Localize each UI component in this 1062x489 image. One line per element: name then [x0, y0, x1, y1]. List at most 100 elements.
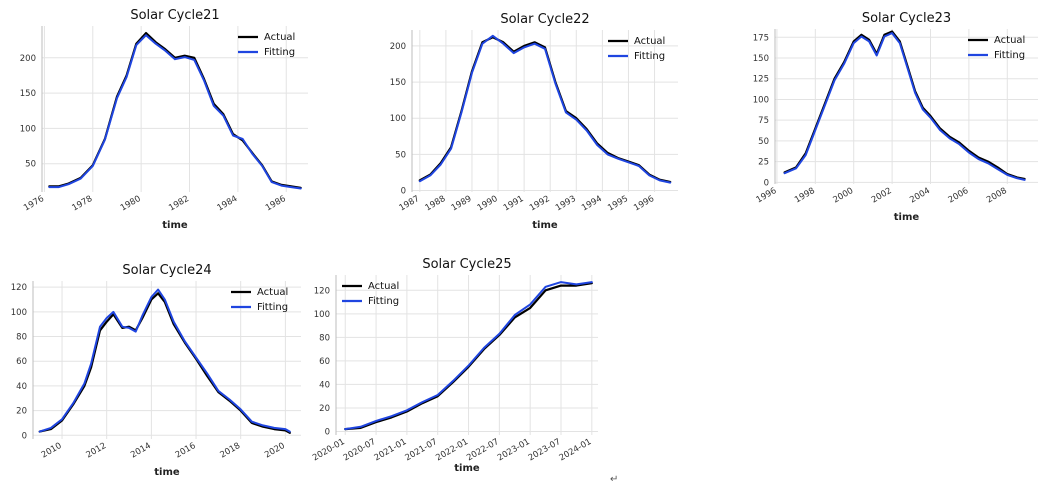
- y-tick-label: 100: [314, 310, 330, 320]
- y-tick-label: 0: [764, 178, 769, 188]
- x-tick-label: 1976: [22, 194, 46, 213]
- y-tick-label: 50: [25, 160, 36, 170]
- series-line-actual: [48, 31, 302, 189]
- x-tick-label: 2010: [40, 441, 64, 460]
- y-tick-label: 150: [20, 89, 36, 99]
- series-line-fitting: [418, 34, 672, 184]
- x-tick-label: 2014: [129, 441, 153, 460]
- legend-label-actual: Actual: [264, 32, 295, 43]
- x-axis-label: time: [162, 220, 188, 231]
- y-tick-label: 25: [758, 158, 769, 168]
- y-tick-label: 40: [319, 380, 330, 390]
- y-tick-label: 60: [16, 357, 27, 367]
- y-tick-label: 200: [390, 42, 406, 52]
- x-tick-label: 2023-01: [496, 437, 532, 463]
- chart-title: Solar Cycle24: [122, 263, 211, 278]
- chart-title: Solar Cycle21: [130, 8, 219, 23]
- x-axis-label: time: [894, 212, 920, 223]
- x-tick-label: 1989: [450, 194, 474, 213]
- y-tick-label: 100: [753, 95, 769, 105]
- x-tick-label: 2021-01: [373, 437, 409, 463]
- x-tick-label: 1996: [755, 186, 779, 205]
- y-tick-label: 200: [20, 54, 36, 64]
- y-tick-label: 100: [11, 308, 27, 318]
- legend-label-fitting: Fitting: [257, 302, 288, 313]
- x-tick-label: 2012: [84, 441, 108, 460]
- x-tick-label: 1998: [793, 186, 817, 205]
- legend-label-actual: Actual: [368, 281, 399, 292]
- x-tick-label: 2016: [174, 441, 198, 460]
- x-tick-label: 1987: [398, 194, 422, 213]
- x-tick-label: 1980: [119, 194, 143, 213]
- x-tick-label: 1978: [71, 194, 95, 213]
- x-tick-label: 2000: [831, 186, 855, 205]
- x-tick-label: 2020-07: [342, 437, 378, 463]
- series-line-actual: [38, 292, 291, 434]
- return-mark: ↵: [610, 474, 619, 485]
- y-tick-label: 75: [758, 116, 769, 126]
- legend-label-fitting: Fitting: [994, 50, 1025, 61]
- x-tick-label: 1993: [554, 194, 578, 213]
- legend-label-fitting: Fitting: [264, 47, 295, 58]
- y-tick-label: 60: [319, 357, 330, 367]
- x-tick-label: 2021-07: [403, 437, 439, 463]
- y-tick-label: 80: [319, 333, 330, 343]
- x-tick-label: 2022-07: [465, 437, 501, 463]
- chart-1: 50 100 150 200 1976 1978 1980 1982 1984 1986 Solar…: [20, 8, 308, 231]
- series-line-actual: [418, 36, 672, 183]
- y-tick-label: 125: [753, 75, 769, 85]
- x-tick-label: 2002: [870, 186, 894, 205]
- series-line-fitting: [48, 34, 302, 190]
- y-tick-label: 120: [314, 286, 330, 296]
- legend-label-actual: Actual: [994, 35, 1025, 46]
- x-tick-label: 2020: [263, 441, 287, 460]
- y-tick-label: 20: [16, 407, 27, 417]
- y-tick-label: 0: [401, 187, 406, 197]
- y-tick-label: 50: [395, 150, 406, 160]
- y-tick-label: 0: [22, 431, 27, 441]
- x-tick-label: 1994: [580, 194, 604, 213]
- legend-label-fitting: Fitting: [634, 51, 665, 62]
- x-tick-label: 2022-01: [434, 437, 470, 463]
- chart-4: 0 20 40 60 80 100 120 2010 2012 2014 2016 2018 2020 S…: [11, 263, 301, 478]
- x-tick-label: 1991: [502, 194, 526, 213]
- x-tick-label: 2024-01: [558, 437, 594, 463]
- y-tick-label: 150: [390, 78, 406, 88]
- y-tick-label: 20: [319, 404, 330, 414]
- y-tick-label: 80: [16, 333, 27, 343]
- y-tick-label: 100: [390, 114, 406, 124]
- x-tick-label: 1992: [528, 194, 552, 213]
- y-tick-label: 50: [758, 137, 769, 147]
- chart-3: 0 25 50 75 100 125 150 175 1996 1998 2000 2002 2004 2…: [753, 11, 1038, 223]
- x-tick-label: 1984: [216, 194, 240, 213]
- x-axis-label: time: [454, 463, 480, 474]
- x-tick-label: 1986: [264, 194, 288, 213]
- chart-5: 0 20 40 60 80 100 120 2020-012020-072021-012021…: [311, 257, 598, 474]
- x-tick-label: 1982: [167, 194, 191, 213]
- x-tick-label: 2023-07: [527, 437, 563, 463]
- y-tick-label: 40: [16, 382, 27, 392]
- y-tick-label: 0: [325, 427, 330, 437]
- y-tick-label: 100: [20, 124, 36, 134]
- x-axis-label: time: [154, 467, 180, 478]
- legend-label-actual: Actual: [634, 36, 665, 47]
- x-tick-label: 1990: [476, 194, 500, 213]
- x-tick-label: 1996: [632, 194, 656, 213]
- x-tick-label: 2008: [985, 186, 1009, 205]
- series-line-fitting: [344, 281, 593, 431]
- x-tick-label: 1995: [606, 194, 630, 213]
- x-tick-label: 2020-01: [311, 437, 347, 463]
- y-tick-label: 175: [753, 33, 769, 43]
- series-line-fitting: [783, 32, 1026, 181]
- chart-title: Solar Cycle23: [862, 11, 951, 26]
- series-line-actual: [783, 30, 1026, 181]
- chart-title: Solar Cycle22: [500, 12, 589, 27]
- chart-2: 0 50 100 150 200 1987 1988 1989 1990 1991 1992 1993…: [390, 12, 678, 231]
- chart-title: Solar Cycle25: [422, 257, 511, 272]
- legend-label-actual: Actual: [257, 287, 288, 298]
- legend-label-fitting: Fitting: [368, 296, 399, 307]
- x-tick-label: 2006: [947, 186, 971, 205]
- x-tick-label: 2004: [908, 186, 932, 205]
- x-tick-label: 2018: [218, 441, 242, 460]
- y-tick-label: 120: [11, 283, 27, 293]
